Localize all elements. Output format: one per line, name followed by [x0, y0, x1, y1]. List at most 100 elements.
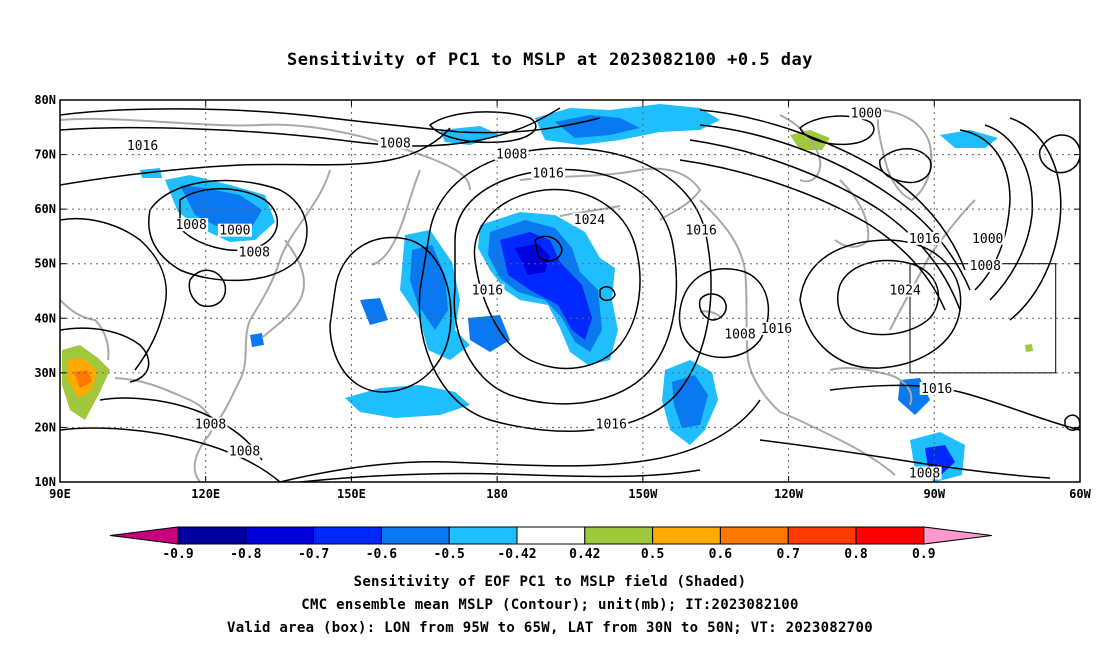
lon-label: 60W: [1069, 487, 1091, 501]
lat-label: 40N: [34, 311, 56, 325]
shade-negative-subtrop: [345, 385, 470, 418]
shade-negative-wpac-core: [410, 245, 448, 330]
isobar-polar-3: [689, 139, 961, 311]
colorbar-label: -0.42: [497, 547, 536, 562]
shade-negative-siberia-core: [180, 185, 262, 230]
isobar-polar-2: [699, 124, 971, 291]
isobar-high-pacific-1024: [473, 188, 641, 370]
map-frame: [59, 99, 1081, 483]
coast-gulf: [829, 366, 913, 406]
map-title: Sensitivity of PC1 to MSLP at 2023082100…: [286, 50, 813, 70]
colorbar-label: 0.9: [912, 547, 935, 562]
isobar-atl-1012: [759, 439, 1051, 479]
colorbar-label: -0.9: [162, 547, 193, 562]
coast-mexico: [779, 411, 896, 476]
isobar-low-pacific-inner: [534, 235, 563, 262]
contour-label: 1008: [379, 136, 410, 151]
contour-label-bg: [237, 245, 272, 259]
colorbar-label: 0.6: [709, 547, 733, 562]
isobar-siberia-1016: [60, 127, 451, 186]
lon-label: 150E: [337, 487, 366, 501]
colorbar-segment: [855, 526, 925, 545]
shade-negative-canada: [360, 298, 388, 325]
contour-label: 1016: [761, 322, 792, 337]
coast-kamchatka: [371, 169, 421, 266]
contour-label-bg: [907, 231, 942, 245]
isobar-siberia-1008: [148, 179, 308, 282]
lat-label: 60N: [34, 202, 56, 216]
colorbar-label: -0.6: [366, 547, 397, 562]
lon-label: 120W: [774, 487, 804, 501]
isobar-high-pacific-1008: [418, 147, 712, 432]
colorbar-segment: [652, 526, 721, 545]
contour-label-bg: [470, 283, 505, 297]
contour-label-bg: [919, 381, 954, 395]
colorbar-segment: [787, 526, 857, 545]
isobar-atl-1016: [829, 384, 1080, 431]
contour-label: 1024: [889, 284, 920, 299]
contour-label: 1008: [175, 218, 206, 233]
colorbar-label: 0.7: [776, 547, 799, 562]
isobar-polar-4: [679, 159, 946, 311]
shade-negative-natl: [940, 130, 998, 148]
shade-negative-small-2: [250, 333, 264, 347]
isobar-asia-thermal: [60, 327, 150, 383]
contour-label-bg: [723, 327, 757, 341]
coastlines: [60, 109, 976, 482]
contour-label-bg: [849, 106, 884, 120]
isobar-wpac-1016: [329, 236, 452, 393]
lon-label: 150W: [628, 487, 658, 501]
contour-label-bg: [970, 231, 1005, 245]
contour-label: 1024: [574, 213, 605, 228]
shade-negative-arctic-core: [555, 115, 640, 138]
contour-label-bg: [968, 259, 1003, 273]
coast-baffin: [779, 114, 822, 183]
lon-label: 120E: [191, 487, 220, 501]
isobar-arctic-1000: [799, 115, 875, 146]
graticule: [60, 100, 1080, 482]
contour-label: 1016: [127, 139, 158, 154]
coast-na-west: [699, 199, 781, 413]
lat-label: 50N: [34, 257, 56, 271]
colorbar-label: -0.7: [298, 547, 329, 562]
shade-negative-pacific-deep: [515, 244, 550, 275]
contour-label: 1008: [229, 445, 260, 460]
coast-aleutian: [559, 205, 621, 217]
coast-na-east: [889, 199, 976, 331]
isobar-na-high: [837, 259, 940, 336]
contour-label: 1008: [970, 259, 1001, 274]
coast-alaska: [519, 167, 702, 221]
caption-valid-area: Valid area (box): LON from 95W to 65W, L…: [227, 620, 873, 636]
shade-positive-small-1: [1025, 344, 1033, 352]
isobar-arctic-low: [428, 111, 537, 144]
contour-label: 1016: [596, 417, 627, 432]
shade-negative-midpac: [468, 315, 510, 352]
contour-label-bg: [227, 444, 262, 458]
lat-label: 30N: [34, 366, 56, 380]
colorbar-segment: [719, 526, 789, 545]
colorbar-segment: [380, 526, 450, 545]
colorbar-segment: [177, 526, 247, 545]
lat-label: 10N: [34, 475, 56, 489]
contour-label: 1016: [909, 232, 940, 247]
coast-greenland: [876, 109, 933, 202]
mslp-contours: [60, 107, 1080, 482]
isobar-na-1008: [698, 293, 727, 321]
contour-label-bg: [378, 136, 413, 150]
colorbar-arrow-right: [923, 526, 992, 545]
colorbar-segment: [313, 526, 382, 545]
isobar-natl-high: [1038, 134, 1080, 174]
lat-label: 20N: [34, 420, 56, 434]
colorbar-label: -0.8: [230, 547, 261, 562]
colorbar-segment: [245, 526, 315, 545]
contour-label: 1016: [472, 284, 503, 299]
isobar-polar-1: [699, 109, 966, 271]
caption-contour: CMC ensemble mean MSLP (Contour); unit(m…: [301, 597, 799, 613]
isobar-natl-2: [984, 124, 1034, 301]
contour-label: 1016: [685, 224, 716, 239]
colorbar-arrow-left: [109, 526, 179, 545]
lon-label: 90E: [49, 487, 71, 501]
coast-asia-north: [60, 117, 471, 191]
contour-label-bg: [684, 223, 719, 237]
